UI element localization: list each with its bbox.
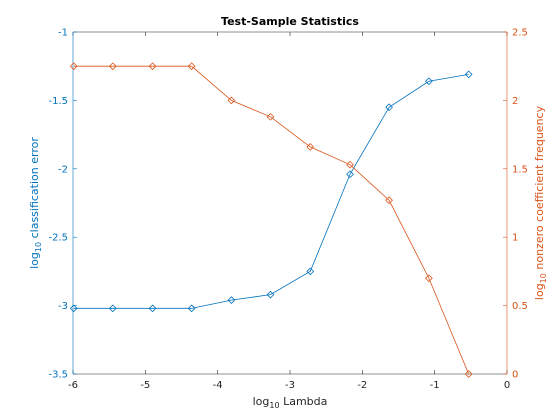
x-tick-label: -1	[430, 380, 440, 391]
left-y-tick-label: -3.5	[48, 370, 68, 381]
data-point-left	[69, 304, 78, 313]
data-point-right	[108, 62, 117, 71]
data-point-left	[148, 304, 157, 313]
data-point-left	[108, 304, 117, 313]
right-y-tick-label: 1.5	[512, 164, 528, 175]
left-y-axis-label: log10 classification error	[28, 137, 43, 269]
x-axis-label: log10 Lambda	[253, 395, 328, 410]
x-tick-label: -6	[68, 380, 78, 391]
data-point-left	[346, 170, 354, 179]
right-y-axis: 0 0.5 1 1.5 2 2.5	[503, 28, 528, 381]
data-point-left	[227, 296, 236, 304]
series-layer	[69, 62, 473, 378]
data-point-right	[187, 62, 196, 71]
x-tick-label: 0	[504, 380, 510, 391]
x-tick-label: -5	[140, 380, 150, 391]
right-y-axis-label: log10 nonzero coefficient frequency	[533, 105, 548, 300]
x-tick-label: -4	[213, 380, 223, 391]
left-y-tick-label: -2	[58, 164, 68, 175]
data-point-left	[464, 70, 473, 79]
data-point-right	[306, 143, 315, 151]
right-y-tick-label: 2	[512, 96, 518, 107]
x-axis: -6 -5 -4 -3 -2 -1 0	[68, 32, 510, 391]
data-point-right	[266, 112, 275, 121]
data-point-right	[385, 196, 393, 205]
data-point-right	[346, 160, 354, 169]
right-y-tick-label: 0	[512, 370, 518, 381]
data-point-right	[464, 370, 473, 378]
left-y-tick-label: -1	[58, 28, 68, 39]
left-y-tick-label: -2.5	[48, 233, 68, 244]
right-y-tick-label: 0.5	[512, 301, 528, 312]
x-tick-label: -3	[285, 380, 295, 391]
data-point-left	[385, 103, 393, 112]
data-point-left	[425, 77, 433, 86]
left-y-axis: -3.5 -3 -2.5 -2 -1.5 -1	[48, 28, 77, 381]
data-point-left	[266, 290, 275, 299]
chart-title: Test-Sample Statistics	[221, 15, 359, 28]
data-point-right	[227, 96, 236, 105]
data-point-left	[306, 267, 315, 276]
series-line-left	[73, 74, 469, 309]
data-point-left	[187, 304, 196, 313]
right-y-tick-label: 1	[512, 233, 518, 244]
right-y-tick-label: 2.5	[512, 28, 528, 39]
series-line-right	[73, 65, 470, 375]
left-y-tick-label: -3	[58, 301, 68, 312]
data-point-right	[69, 62, 78, 71]
x-tick-label: -2	[357, 380, 367, 391]
data-point-right	[425, 274, 433, 283]
left-y-tick-label: -1.5	[48, 96, 68, 107]
data-point-right	[148, 62, 157, 71]
